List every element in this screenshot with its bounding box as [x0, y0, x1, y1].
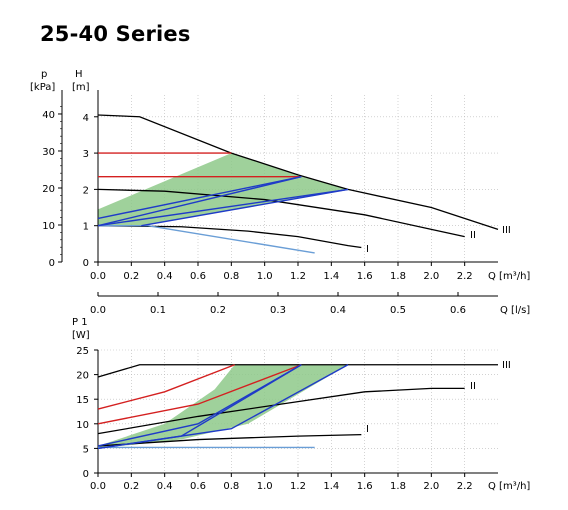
ls-tick-label: 0.3 — [270, 305, 286, 316]
x-tick-label: 1.4 — [323, 271, 339, 282]
power-curve-label-i: I — [366, 424, 369, 435]
head-curve-7 — [97, 175, 302, 220]
power-curve-9 — [97, 364, 302, 450]
power-curve-label-iii: III — [502, 360, 511, 371]
power-curve-6 — [97, 364, 302, 425]
y-tick-label-kpa: 40 — [42, 110, 55, 121]
power-x-tick-label: 2.2 — [457, 481, 473, 492]
power-x-tick-label: 1.0 — [257, 481, 273, 492]
head-curve-2 — [97, 188, 465, 238]
power-x-tick-label: 1.4 — [323, 481, 339, 492]
curve-label-i: I — [366, 244, 369, 255]
power-x-axis-label: Q [m³/h] — [488, 481, 530, 492]
x-tick-label: 2.2 — [457, 271, 473, 282]
power-x-tick-label: 1.6 — [357, 481, 373, 492]
power-x-tick-label: 1.2 — [290, 481, 306, 492]
head-curve-10 — [141, 188, 349, 227]
power-y-axis-unit: [W] — [72, 330, 90, 341]
power-y-tick-label: 20 — [76, 371, 89, 382]
y-tick-label-kpa: 0 — [49, 258, 55, 269]
x-axis-label: Q [m³/h] — [488, 271, 530, 282]
chart-title: 25-40 Series — [40, 22, 191, 46]
head-curve-9 — [97, 176, 302, 227]
power-curve-label-ii: II — [470, 381, 476, 392]
power-curve-5 — [97, 364, 235, 410]
ls-axis-label: Q [l/s] — [500, 305, 530, 316]
power-x-tick-label: 0.2 — [123, 481, 139, 492]
power-curve-1 — [97, 364, 498, 378]
y-tick-label-m: 3 — [83, 149, 89, 160]
x-tick-label: 1.2 — [290, 271, 306, 282]
y-axis-unit-kpa: [kPa] — [30, 82, 55, 93]
power-x-tick-label: 2.0 — [423, 481, 439, 492]
ls-tick-label: 0.0 — [90, 305, 106, 316]
x-tick-label: 0.4 — [157, 271, 173, 282]
power-y-tick-label: 0 — [83, 469, 89, 480]
ls-tick-label: 0.5 — [390, 305, 406, 316]
y-axis-unit-m: [m] — [72, 82, 90, 93]
x-tick-label: 0.0 — [90, 271, 106, 282]
power-y-tick-label: 25 — [76, 346, 89, 357]
y-tick-label-kpa: 20 — [42, 184, 55, 195]
y-tick-label-kpa: 10 — [42, 221, 55, 232]
y-tick-label-m: 1 — [83, 222, 89, 233]
x-tick-label: 0.8 — [223, 271, 239, 282]
power-y-axis-label: P 1 — [72, 317, 88, 328]
ls-tick-label: 0.6 — [450, 305, 466, 316]
x-tick-label: 1.6 — [357, 271, 373, 282]
power-y-tick-label: 10 — [76, 420, 89, 431]
power-x-tick-label: 0.8 — [223, 481, 239, 492]
head-curve-4 — [98, 224, 315, 254]
y-tick-label-m: 2 — [83, 185, 89, 196]
y-axis-label-p: p — [41, 69, 47, 80]
power-range-area — [98, 364, 348, 449]
operating-range-area — [98, 153, 348, 226]
power-x-tick-label: 1.8 — [390, 481, 406, 492]
x-tick-label: 0.2 — [123, 271, 139, 282]
ls-tick-label: 0.1 — [150, 305, 166, 316]
curve-label-iii: III — [502, 225, 511, 236]
head-curve-1 — [97, 114, 499, 230]
power-curve-3 — [97, 433, 362, 447]
x-tick-label: 0.6 — [190, 271, 206, 282]
x-tick-label: 2.0 — [423, 271, 439, 282]
head-curve-8 — [97, 188, 349, 227]
head-curve-3 — [97, 225, 362, 249]
power-y-tick-label: 15 — [76, 395, 89, 406]
x-tick-label: 1.0 — [257, 271, 273, 282]
ls-tick-label: 0.2 — [210, 305, 226, 316]
ls-tick-label: 0.4 — [330, 305, 346, 316]
power-x-tick-label: 0.0 — [90, 481, 106, 492]
x-tick-label: 1.8 — [390, 271, 406, 282]
y-tick-label-m: 0 — [83, 258, 89, 269]
y-axis-label-h: H — [75, 69, 83, 80]
curve-label-ii: II — [470, 230, 476, 241]
power-x-tick-label: 0.4 — [157, 481, 173, 492]
power-curve-2 — [97, 387, 465, 435]
power-y-tick-label: 5 — [83, 444, 89, 455]
y-tick-label-kpa: 30 — [42, 147, 55, 158]
power-x-tick-label: 0.6 — [190, 481, 206, 492]
y-tick-label-m: 4 — [83, 113, 89, 124]
